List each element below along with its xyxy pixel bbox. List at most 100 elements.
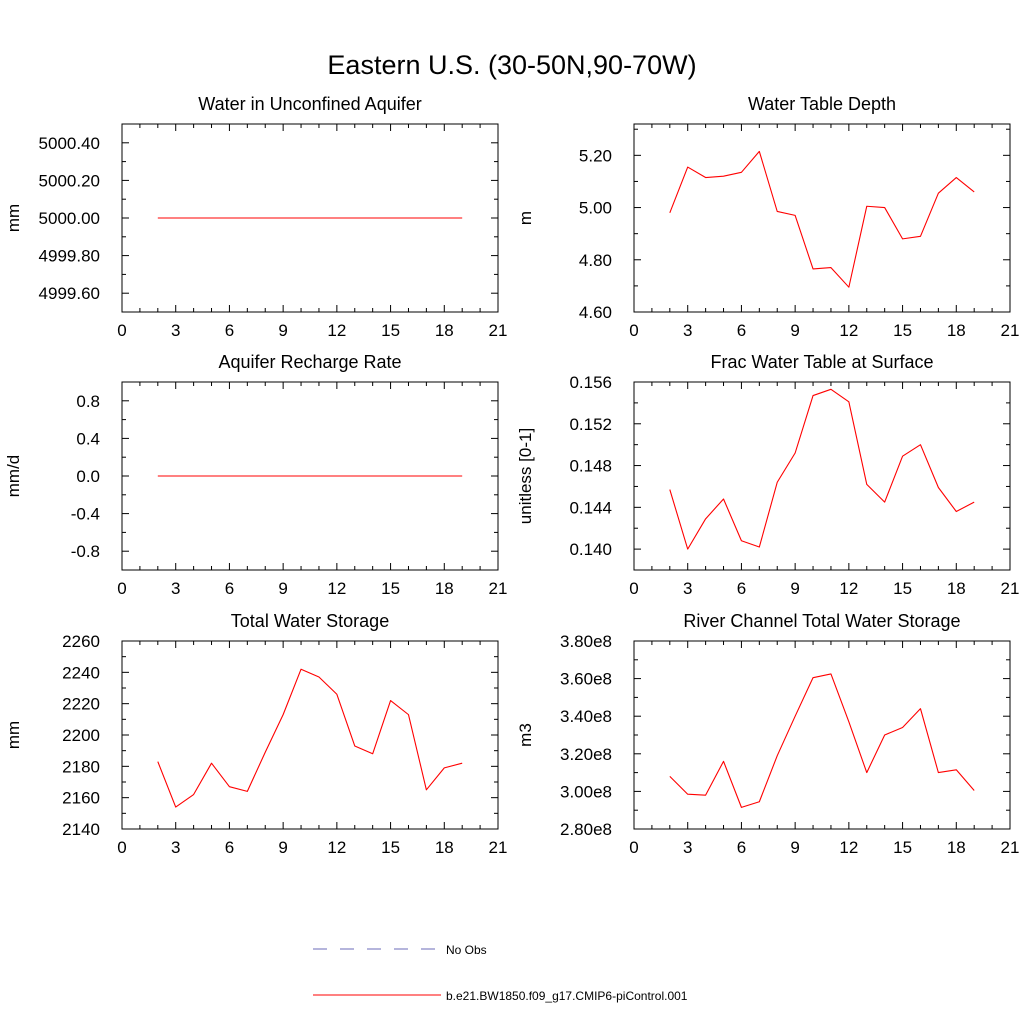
y-axis-label: unitless [0-1] <box>516 428 535 524</box>
x-tick-label: 21 <box>489 321 508 340</box>
panel-total-water-storage: Total Water Storage mm 0 3 6 9 12 15 18 21 2140 216… <box>4 611 507 857</box>
x-tick-label: 0 <box>117 838 126 857</box>
y-tick-label: 4999.80 <box>39 247 100 266</box>
panel-river-channel-total-water-storage: River Channel Total Water Storage m3 0 3 6 9 1… <box>516 611 1019 857</box>
y-tick-label: 5.00 <box>579 199 612 218</box>
x-tick-label: 9 <box>790 579 799 598</box>
y-tick-label: 5.20 <box>579 146 612 165</box>
x-tick-label: 18 <box>947 579 966 598</box>
plot-frame <box>633 381 1011 571</box>
panel-title: Aquifer Recharge Rate <box>218 352 401 372</box>
x-tick-label: 15 <box>893 579 912 598</box>
panels: Water in Unconfined Aquifer mm 0 3 6 9 12 15 18 2… <box>4 94 1019 857</box>
legend-model-label: b.e21.BW1850.f09_g17.CMIP6-piControl.001 <box>446 989 688 1003</box>
x-tick-label: 3 <box>683 838 692 857</box>
y-tick-label: 5000.00 <box>39 209 100 228</box>
plot-frame <box>633 123 1011 313</box>
x-tick-label: 9 <box>790 321 799 340</box>
x-tick-label: 6 <box>225 579 234 598</box>
x-tick-label: 21 <box>1001 579 1020 598</box>
y-tick-label: 3.40e8 <box>560 707 612 726</box>
panel-aquifer-recharge-rate: Aquifer Recharge Rate mm/d 0 3 6 9 12 15 18 21 -0.… <box>4 352 507 598</box>
x-tick-label: 6 <box>225 838 234 857</box>
x-tick-label: 0 <box>629 579 638 598</box>
x-tick-label: 9 <box>278 579 287 598</box>
y-tick-label: 3.00e8 <box>560 782 612 801</box>
y-tick-label: 2240 <box>62 663 100 682</box>
panel-title: Water Table Depth <box>748 94 896 114</box>
x-tick-label: 21 <box>489 838 508 857</box>
plot-frame <box>121 640 499 830</box>
x-tick-label: 21 <box>1001 321 1020 340</box>
x-tick-label: 15 <box>381 838 400 857</box>
x-tick-label: 0 <box>629 838 638 857</box>
y-tick-label: 0.140 <box>569 540 612 559</box>
x-tick-label: 6 <box>737 838 746 857</box>
x-tick-label: 18 <box>435 579 454 598</box>
x-tick-label: 18 <box>947 321 966 340</box>
series-line-total-water-storage <box>157 668 463 808</box>
x-tick-label: 18 <box>947 838 966 857</box>
y-tick-label: 2160 <box>62 789 100 808</box>
panel-water-table-depth: Water Table Depth m 0 3 6 9 12 15 18 21 4.60 4.80 5.… <box>516 94 1019 340</box>
x-tick-label: 6 <box>225 321 234 340</box>
y-tick-label: 2260 <box>62 632 100 651</box>
x-tick-label: 12 <box>327 579 346 598</box>
y-tick-label: 0.144 <box>569 498 612 517</box>
panel-title: River Channel Total Water Storage <box>683 611 960 631</box>
x-tick-label: 12 <box>839 321 858 340</box>
series-line-water-table-depth <box>669 150 975 288</box>
x-tick-label: 12 <box>839 579 858 598</box>
x-tick-label: 12 <box>327 321 346 340</box>
y-tick-label: 3.20e8 <box>560 745 612 764</box>
legend-no-obs-label: No Obs <box>446 943 487 957</box>
series-line-frac-water-table-at-surface <box>669 388 975 550</box>
x-tick-label: 3 <box>171 838 180 857</box>
x-tick-label: 15 <box>893 838 912 857</box>
x-tick-label: 6 <box>737 579 746 598</box>
x-tick-label: 18 <box>435 321 454 340</box>
x-tick-label: 15 <box>381 321 400 340</box>
y-tick-label: 0.8 <box>76 392 100 411</box>
panel-title: Water in Unconfined Aquifer <box>198 94 421 114</box>
x-tick-label: 6 <box>737 321 746 340</box>
figure-title: Eastern U.S. (30-50N,90-70W) <box>327 50 696 80</box>
x-tick-label: 3 <box>683 579 692 598</box>
y-tick-label: 4.60 <box>579 303 612 322</box>
x-tick-label: 0 <box>117 321 126 340</box>
x-tick-label: 0 <box>629 321 638 340</box>
plot-frame <box>633 640 1011 830</box>
legend: No Obs b.e21.BW1850.f09_g17.CMIP6-piCont… <box>313 943 688 1003</box>
x-tick-label: 0 <box>117 579 126 598</box>
x-tick-label: 21 <box>1001 838 1020 857</box>
y-tick-label: 0.4 <box>76 429 100 448</box>
y-tick-label: 0.156 <box>569 373 612 392</box>
y-tick-label: -0.4 <box>71 505 100 524</box>
x-tick-label: 15 <box>893 321 912 340</box>
x-tick-label: 15 <box>381 579 400 598</box>
series-line-river-channel-total-water-storage <box>669 673 975 808</box>
y-tick-label: 5000.20 <box>39 171 100 190</box>
y-axis-label: mm/d <box>4 455 23 498</box>
x-tick-label: 9 <box>278 321 287 340</box>
x-tick-label: 9 <box>278 838 287 857</box>
y-tick-label: 5000.40 <box>39 134 100 153</box>
y-tick-label: 2180 <box>62 757 100 776</box>
y-tick-label: 0.152 <box>569 415 612 434</box>
y-tick-label: 2140 <box>62 820 100 839</box>
x-tick-label: 9 <box>790 838 799 857</box>
y-tick-label: 3.80e8 <box>560 632 612 651</box>
x-tick-label: 18 <box>435 838 454 857</box>
y-tick-label: 3.60e8 <box>560 670 612 689</box>
y-axis-label: mm <box>4 204 23 232</box>
y-axis-label: m3 <box>516 723 535 747</box>
y-tick-label: 2220 <box>62 695 100 714</box>
x-tick-label: 3 <box>683 321 692 340</box>
x-tick-label: 21 <box>489 579 508 598</box>
y-tick-label: -0.8 <box>71 542 100 561</box>
y-tick-label: 4999.60 <box>39 284 100 303</box>
panel-title: Total Water Storage <box>231 611 389 631</box>
x-tick-label: 12 <box>327 838 346 857</box>
y-tick-label: 2200 <box>62 726 100 745</box>
